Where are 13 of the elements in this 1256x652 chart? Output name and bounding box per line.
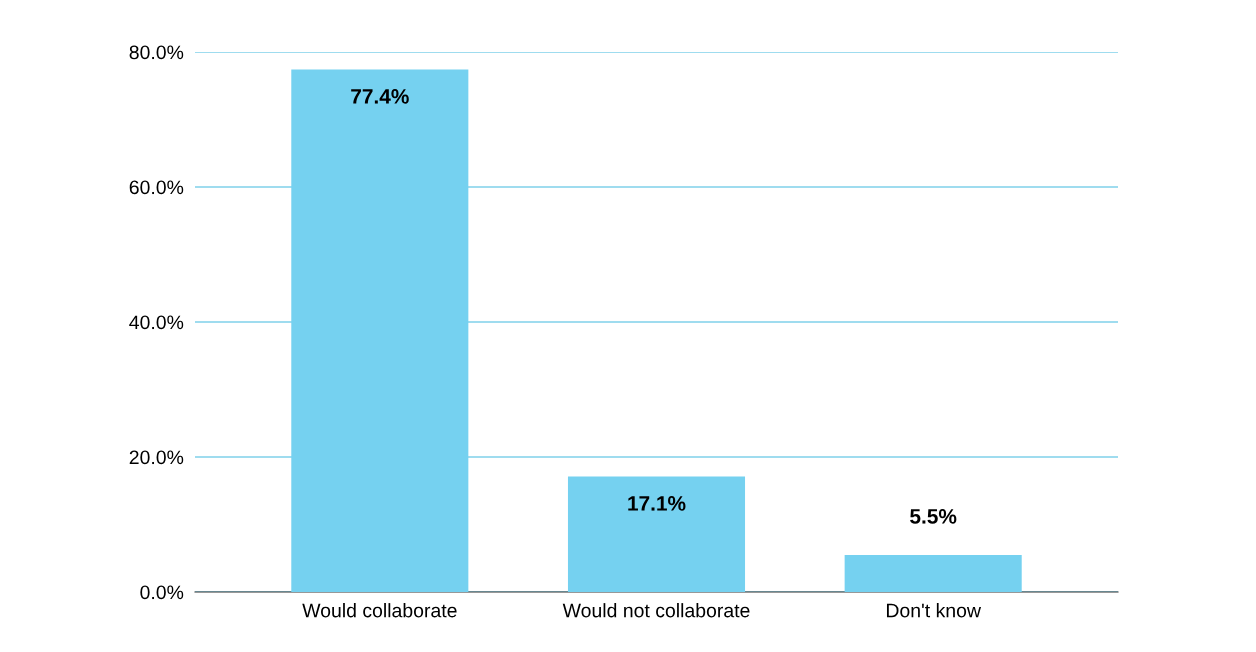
x-tick-label: Would collaborate (302, 603, 457, 618)
y-tick-label: 80.0% (129, 45, 184, 60)
bar (844, 554, 1022, 592)
x-tick-label: Don't know (886, 603, 982, 618)
y-tick-label: 0.0% (140, 585, 184, 600)
bar (567, 476, 746, 592)
x-tick-label: Would not collaborate (562, 603, 750, 618)
y-tick-label: 20.0% (129, 450, 184, 465)
data-label: 17.1% (628, 496, 686, 511)
data-label: 77.4% (351, 89, 409, 104)
y-tick-label: 60.0% (129, 180, 184, 195)
y-tick-label: 40.0% (129, 315, 184, 330)
data-label: 5.5% (910, 509, 957, 524)
